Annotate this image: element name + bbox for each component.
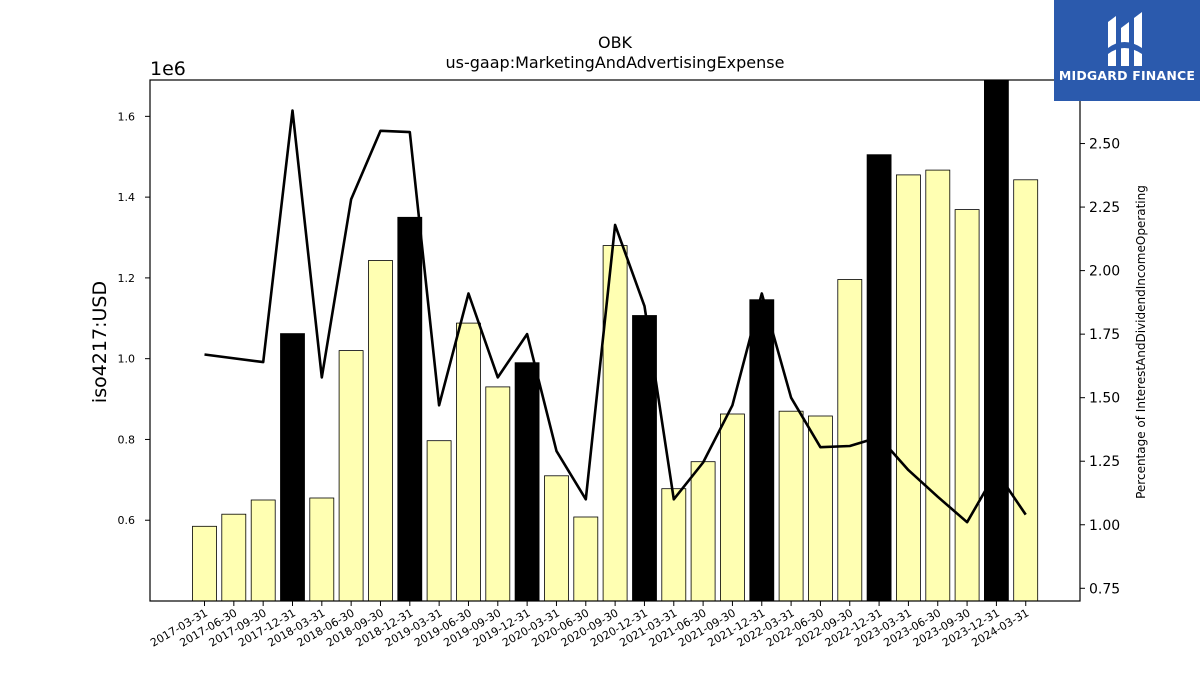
y2-tick-label: 1.25 <box>1089 454 1120 470</box>
y2-tick-label: 1.00 <box>1089 518 1120 534</box>
bar-2019-09-30 <box>485 386 511 602</box>
bar-2023-03-31 <box>896 174 921 602</box>
y2-tick-label: 2.50 <box>1089 137 1120 153</box>
bar-2018-09-30 <box>368 260 393 602</box>
bar-2023-09-30 <box>954 209 980 602</box>
y-tick-label: 1.0 <box>118 353 136 366</box>
bar-2023-12-31 <box>984 79 1009 602</box>
logo-text: MIDGARD FINANCE <box>1058 68 1196 83</box>
bar-2018-03-31 <box>309 497 335 602</box>
bar-2019-06-30 <box>456 322 481 602</box>
bar-2021-12-31 <box>749 299 775 602</box>
bar-2017-06-30 <box>221 513 247 602</box>
bar-2018-12-31 <box>397 216 423 602</box>
bar-2022-06-30 <box>808 415 833 602</box>
y2-tick-label: 1.75 <box>1089 327 1120 343</box>
midgard-finance-logo: MIDGARD FINANCE <box>1054 0 1200 101</box>
y2-tick-label: 0.75 <box>1089 581 1120 597</box>
y2-tick-label: 2.25 <box>1089 200 1120 216</box>
midgard-logo-icon <box>1108 12 1142 66</box>
bar-2020-03-31 <box>544 475 569 602</box>
chart-subtitle: us-gaap:MarketingAndAdvertisingExpense <box>446 53 785 72</box>
bar-2019-03-31 <box>426 440 452 602</box>
y-tick-label: 1.2 <box>118 272 136 285</box>
bar-2019-12-31 <box>514 362 540 602</box>
bar-2021-03-31 <box>661 488 687 602</box>
bar-2021-09-30 <box>720 413 745 602</box>
y-tick-label: 0.6 <box>118 514 136 527</box>
y-tick-label: 0.8 <box>118 433 136 446</box>
bar-2022-12-31 <box>866 154 892 602</box>
y-axis-right: 0.75 1.00 1.25 1.50 1.75 2.00 2.25 2.50 <box>1080 137 1120 597</box>
line-series <box>204 109 1027 524</box>
bar-2021-06-30 <box>690 461 716 602</box>
y-tick-label: 1.4 <box>118 191 136 204</box>
y-tick-label: 1.6 <box>118 110 136 123</box>
line-path <box>204 109 1027 524</box>
bar-2018-06-30 <box>338 350 364 602</box>
chart-title: OBK <box>598 33 633 52</box>
bar-2020-06-30 <box>573 516 599 602</box>
bar-2017-12-31 <box>280 333 305 602</box>
y-offset-label: 1e6 <box>150 58 186 80</box>
x-axis: 2017-03-312017-06-302017-09-302017-12-31… <box>148 601 1031 650</box>
bar-2022-09-30 <box>837 279 863 602</box>
y-axis-left: 0.6 0.8 1.0 1.2 1.4 1.6 <box>118 110 150 527</box>
bar-2017-09-30 <box>250 499 276 602</box>
bar-series <box>192 79 1039 602</box>
y-axis-label: iso4217:USD <box>89 281 111 403</box>
y2-tick-label: 2.00 <box>1089 264 1120 280</box>
bar-2024-03-31 <box>1013 179 1039 602</box>
bar-2017-03-31 <box>192 525 217 602</box>
y2-axis-label: Percentage of InterestAndDividendIncomeO… <box>1134 185 1148 499</box>
y2-tick-label: 1.50 <box>1089 391 1120 407</box>
bar-2022-03-31 <box>778 410 804 602</box>
bar-2023-06-30 <box>925 169 951 602</box>
